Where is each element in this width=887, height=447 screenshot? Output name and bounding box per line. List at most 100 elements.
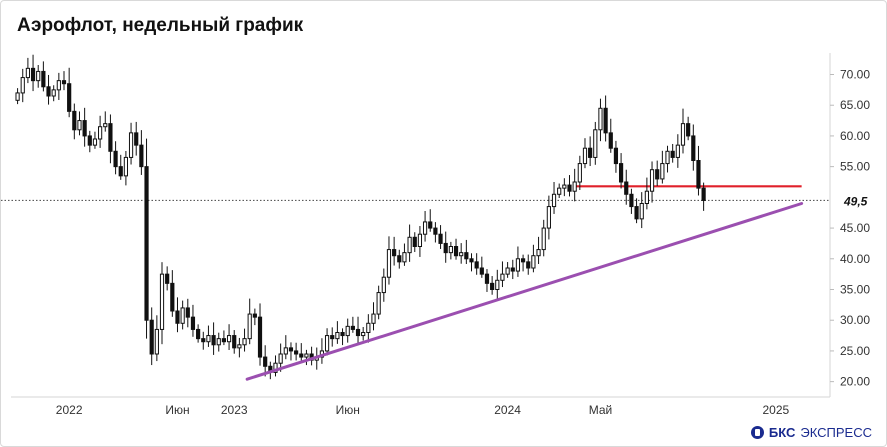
candle-body-down: [294, 350, 299, 355]
candle-body-down: [144, 166, 149, 321]
candle-body-up: [660, 163, 665, 180]
candle: [118, 154, 123, 180]
candle: [201, 331, 206, 350]
y-tick-label: 70.00: [840, 68, 870, 82]
candle: [649, 161, 655, 203]
candle-body-up: [562, 184, 567, 189]
candle-body-down: [46, 86, 51, 97]
candle-body-down: [108, 123, 113, 152]
candle-body-down: [397, 255, 402, 263]
candle-body-up: [546, 206, 551, 229]
candle: [123, 150, 129, 186]
candle-body-down: [263, 356, 268, 367]
candle-body-up: [36, 70, 41, 82]
candle-body-up: [20, 77, 25, 94]
candle: [386, 236, 392, 285]
candle-body-down: [484, 273, 490, 284]
candle: [36, 65, 41, 88]
candle: [453, 238, 459, 260]
candle-body-down: [30, 67, 36, 82]
candle: [335, 321, 340, 344]
candle: [139, 130, 144, 175]
x-tick-label: 2024: [494, 403, 521, 417]
chart-title: Аэрофлот, недельный график: [17, 15, 304, 36]
candle-body-up: [644, 190, 649, 204]
price-levels: [1, 185, 830, 201]
candle: [433, 222, 438, 243]
candle: [417, 225, 423, 257]
x-tick-label: Май: [589, 403, 613, 417]
candle: [165, 266, 170, 291]
candle: [603, 95, 608, 142]
candle-body-up: [56, 80, 61, 91]
candle: [675, 134, 680, 168]
candle: [149, 307, 154, 366]
candle: [557, 183, 562, 198]
candle-body-down: [453, 246, 459, 257]
last-price-value: 49,5: [843, 194, 868, 208]
candle-body-down: [196, 328, 201, 340]
candle: [309, 346, 314, 366]
candle-body-up: [237, 344, 242, 349]
candle-body-down: [211, 335, 216, 346]
candle-body-down: [139, 144, 144, 168]
candle-body-down: [165, 273, 170, 284]
candle-body-down: [185, 307, 190, 318]
candle: [526, 254, 531, 275]
candle: [495, 269, 500, 300]
candle-body-down: [67, 83, 72, 112]
candle: [361, 327, 366, 341]
candle-body-up: [366, 322, 371, 333]
candle-body-down: [613, 147, 619, 165]
candle: [252, 308, 257, 326]
candle: [376, 285, 381, 320]
y-tick-label: 20.00: [840, 375, 870, 389]
candle-body-down: [701, 187, 706, 201]
candle-body-down: [588, 147, 593, 158]
candle-body-up: [407, 236, 412, 254]
candle-body-down: [691, 135, 696, 162]
candle-body-down: [113, 150, 118, 168]
candle: [402, 243, 407, 266]
candle-body-up: [92, 138, 98, 146]
candle-body-down: [608, 132, 613, 149]
candle: [691, 124, 696, 171]
candle: [536, 236, 541, 265]
brand-watermark: БКС ЭКСПРЕСС: [750, 425, 872, 440]
candle: [412, 232, 417, 253]
x-tick-label: 2023: [221, 403, 248, 417]
candle: [87, 130, 92, 153]
candle: [371, 302, 376, 331]
y-axis: 70.00 65.00 60.00 55.00 45.00 40.00 35.00 30.00…: [830, 68, 870, 389]
candle: [226, 324, 232, 351]
candle-body-up: [598, 107, 603, 131]
candle: [448, 241, 453, 260]
candle: [381, 268, 386, 302]
candle: [443, 231, 448, 263]
candle-body-up: [159, 273, 165, 330]
candle-body-up: [536, 249, 541, 257]
candle: [639, 192, 644, 229]
candle: [546, 195, 551, 240]
y-tick-label: 55.00: [840, 160, 870, 174]
candle-body-up: [551, 193, 557, 208]
candle: [288, 342, 294, 361]
candle: [696, 145, 701, 196]
candle-body-up: [531, 255, 536, 269]
candle: [330, 327, 335, 347]
candle-body-up: [103, 123, 108, 128]
candle: [46, 74, 51, 105]
candle: [422, 210, 428, 242]
candle-body-down: [433, 227, 438, 235]
candle: [660, 150, 665, 184]
candle: [613, 140, 619, 173]
candle-body-down: [438, 233, 443, 244]
candle-body-up: [345, 325, 350, 337]
candle: [701, 182, 706, 211]
y-tick-label: 30.00: [840, 313, 870, 327]
candle: [283, 335, 288, 360]
candle: [340, 328, 345, 346]
candle-body-down: [340, 332, 345, 337]
candle: [30, 54, 36, 92]
x-axis: 2022 Июн 2023 Июн 2024 Май 2025: [56, 403, 790, 417]
